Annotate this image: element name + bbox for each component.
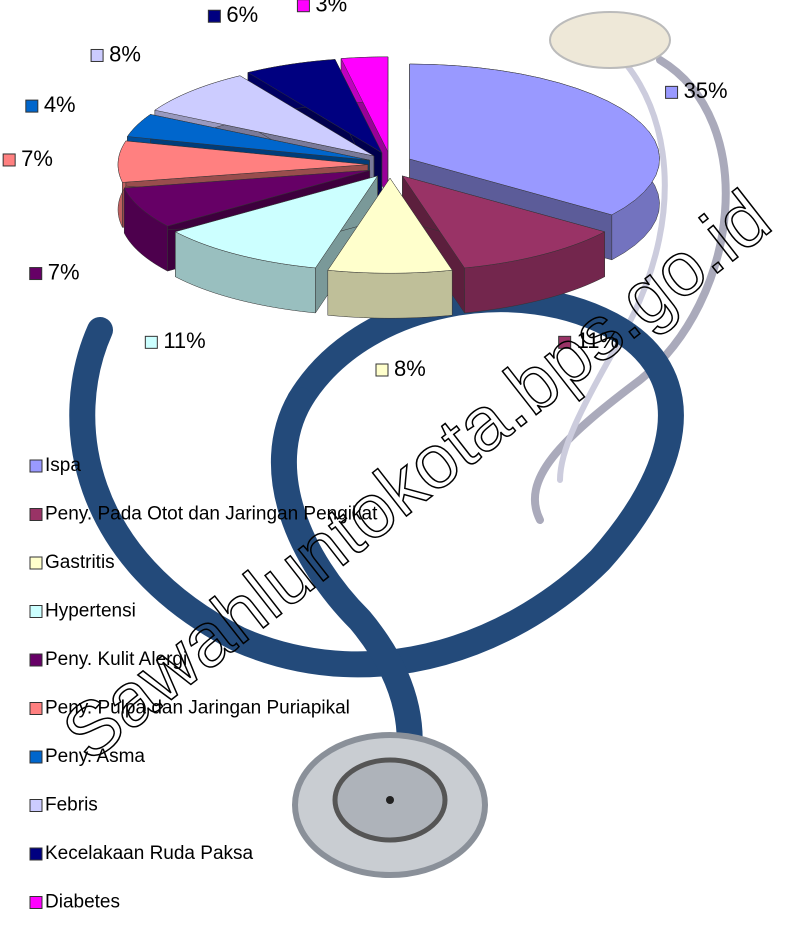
- value-label: 4%: [44, 92, 76, 117]
- legend-label: Ispa: [45, 455, 81, 476]
- legend-key: [29, 556, 43, 570]
- pie-slice: [247, 59, 383, 154]
- legend-key: [29, 799, 43, 812]
- value-label: 7%: [21, 146, 53, 171]
- legend-label: Peny. Pada Otot dan Jaringan Pengikat: [45, 504, 378, 525]
- legend-key: [29, 847, 43, 861]
- pie-slice: [409, 63, 660, 216]
- legend-label: Diabetes: [45, 892, 120, 913]
- legend-label: Hypertensi: [45, 601, 136, 622]
- value-label: 6%: [226, 2, 258, 27]
- legend-label: Peny. Asma: [45, 746, 145, 767]
- pie-slice: [154, 75, 375, 157]
- legend-label: Gastritis: [45, 552, 115, 573]
- legend-label: Kecelakaan Ruda Paksa: [45, 843, 254, 864]
- value-label: 35%: [684, 78, 728, 103]
- pie-slice: [123, 169, 370, 227]
- value-label-key: [207, 9, 221, 23]
- pie-slice: [117, 140, 369, 183]
- legend-key: [29, 605, 43, 618]
- pie-slice: [401, 175, 606, 269]
- stethoscope-illustration: [69, 11, 730, 878]
- value-label-key: [665, 85, 679, 99]
- legend-label: Peny. Kulit Alergi: [45, 649, 187, 670]
- value-label-key: [558, 335, 572, 349]
- value-label-key: [2, 153, 16, 167]
- slice-side: [327, 269, 453, 319]
- value-label-key: [144, 335, 158, 349]
- value-label: 7%: [48, 259, 80, 284]
- legend-key: [29, 508, 43, 521]
- legend-key: [29, 653, 43, 667]
- value-label-key: [296, 0, 310, 13]
- value-label: 11%: [577, 328, 619, 353]
- value-label: 3%: [315, 0, 347, 17]
- value-label-key: [375, 363, 389, 377]
- legend-key: [29, 896, 43, 909]
- pie-slice: [126, 114, 370, 161]
- value-label-key: [90, 48, 104, 62]
- pie-slice: [327, 177, 453, 274]
- value-label: 8%: [394, 356, 426, 381]
- pie: 35% 11% 8% 11% 7% 7% 4% 8% 6% 3%: [2, 0, 728, 381]
- value-label: 8%: [109, 41, 141, 66]
- legend-key: [29, 459, 43, 473]
- value-label-key: [29, 267, 43, 281]
- legend: Ispa Peny. Pada Otot dan Jaringan Pengika…: [29, 455, 378, 913]
- legend-key: [29, 750, 43, 764]
- legend-label: Peny. Pulpa dan Jaringan Puriapikal: [45, 698, 350, 719]
- value-label-key: [25, 99, 39, 113]
- legend-key: [29, 702, 43, 715]
- pie-slice: [340, 56, 389, 152]
- value-label: 11%: [163, 328, 205, 353]
- legend-label: Febris: [45, 795, 98, 816]
- pie-slice: [174, 175, 379, 269]
